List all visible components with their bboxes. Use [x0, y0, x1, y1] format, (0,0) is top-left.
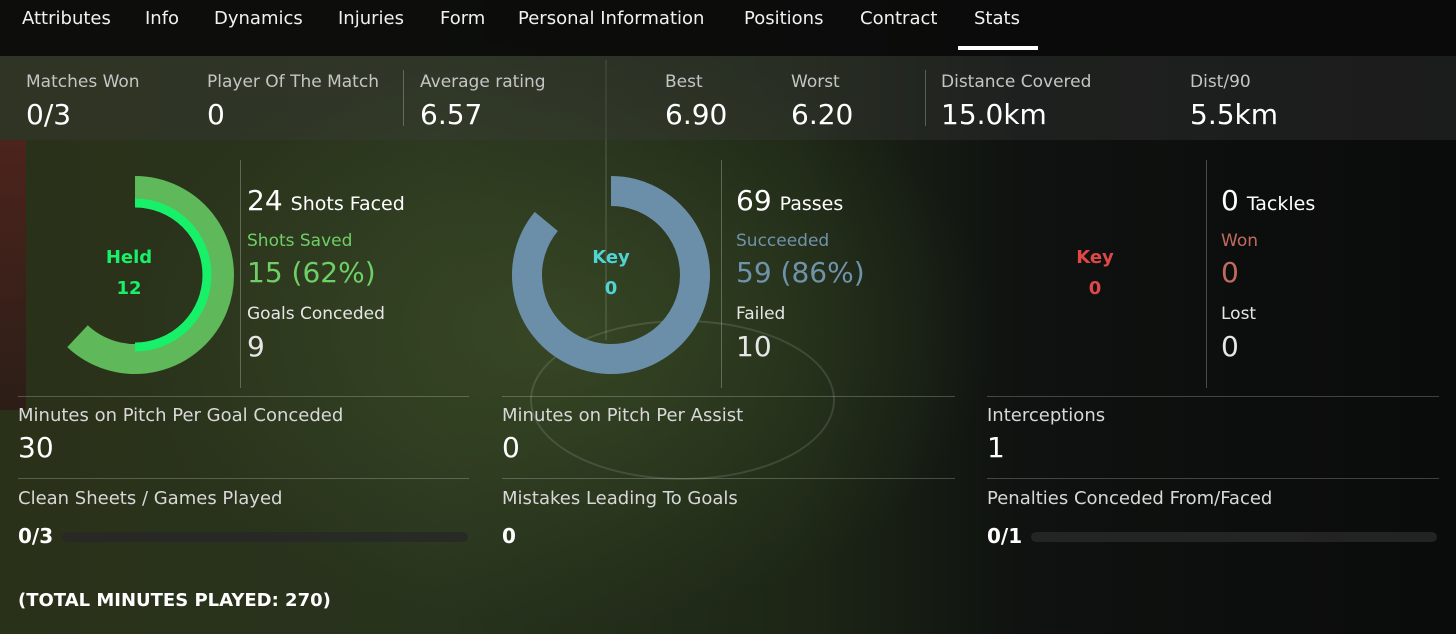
tackles-won-value: 0	[1221, 256, 1239, 289]
penalties-label: Penalties Conceded From/Faced	[987, 488, 1273, 509]
tab-form[interactable]: Form	[440, 8, 486, 29]
shots-faced-label: Shots Faced	[290, 193, 405, 215]
row-divider	[18, 478, 469, 479]
tackles-gauge-label: Key	[1076, 247, 1114, 268]
tab-injuries[interactable]: Injuries	[338, 8, 404, 29]
section-divider	[1206, 160, 1207, 388]
worst-rating-label: Worst	[791, 72, 840, 92]
clean-sheets-bar	[62, 532, 468, 542]
section-divider	[721, 160, 722, 388]
potm-label: Player Of The Match	[207, 72, 379, 92]
shots-faced-header: 24 Shots Faced	[247, 184, 405, 217]
passes-succeeded-label: Succeeded	[736, 231, 830, 251]
tackles-lost-value: 0	[1221, 330, 1239, 363]
passes-gauge-value: 0	[604, 278, 618, 299]
row-divider	[987, 478, 1439, 479]
pitch-line	[605, 60, 607, 340]
summary-divider	[925, 70, 926, 126]
tab-attributes[interactable]: Attributes	[22, 8, 111, 29]
tackles-label: Tackles	[1246, 193, 1316, 215]
passes-failed-value: 10	[736, 330, 772, 363]
dist90-label: Dist/90	[1190, 72, 1251, 92]
passes-count: 69	[736, 184, 772, 217]
passes-header: 69 Passes	[736, 184, 843, 217]
penalties-bar	[1031, 532, 1437, 542]
shots-gauge-value: 12	[116, 278, 142, 299]
clean-sheets-value: 0/3	[18, 524, 54, 548]
best-rating-value: 6.90	[665, 98, 728, 131]
distance-label: Distance Covered	[941, 72, 1092, 92]
avg-rating-label: Average rating	[420, 72, 546, 92]
tackles-gauge-value: 0	[1088, 278, 1102, 299]
row-divider	[18, 396, 469, 397]
passes-label: Passes	[779, 193, 844, 215]
mins-per-goal-value: 30	[18, 431, 54, 464]
mins-per-goal-label: Minutes on Pitch Per Goal Conceded	[18, 405, 344, 426]
avg-rating-value: 6.57	[420, 98, 483, 131]
shots-faced-arc	[67, 176, 234, 374]
tab-info[interactable]: Info	[145, 8, 180, 29]
matches-won-value: 0/3	[26, 98, 72, 131]
shots-faced-count: 24	[247, 184, 283, 217]
matches-won-label: Matches Won	[26, 72, 140, 92]
shots-gauge	[67, 176, 234, 374]
interceptions-value: 1	[987, 431, 1005, 464]
section-divider	[240, 160, 241, 388]
passes-failed-label: Failed	[736, 304, 786, 324]
shots-gauge-label: Held	[105, 247, 153, 268]
active-tab-indicator	[958, 46, 1038, 50]
passes-succeeded-value: 59 (86%)	[736, 256, 865, 289]
mins-per-assist-label: Minutes on Pitch Per Assist	[502, 405, 744, 426]
tab-contract[interactable]: Contract	[860, 8, 938, 29]
shots-saved-value: 15 (62%)	[247, 256, 376, 289]
shots-held-arc	[134, 198, 212, 352]
row-divider	[502, 478, 955, 479]
passes-succeeded-arc	[512, 176, 710, 374]
distance-value: 15.0km	[941, 98, 1047, 131]
total-minutes-played: (TOTAL MINUTES PLAYED: 270)	[18, 590, 331, 611]
summary-bar: Matches Won 0/3 Player Of The Match 0 Av…	[0, 56, 1456, 140]
row-divider	[502, 396, 955, 397]
tab-bar: Attributes Info Dynamics Injuries Form P…	[0, 0, 1456, 56]
summary-divider	[403, 70, 404, 126]
mistakes-value: 0	[502, 524, 516, 548]
potm-value: 0	[207, 98, 225, 131]
worst-rating-value: 6.20	[791, 98, 854, 131]
tab-stats[interactable]: Stats	[974, 8, 1020, 29]
tab-dynamics[interactable]: Dynamics	[214, 8, 303, 29]
tackles-lost-label: Lost	[1221, 304, 1257, 324]
passes-gauge	[512, 176, 710, 374]
tackles-won-label: Won	[1221, 231, 1258, 251]
dist90-value: 5.5km	[1190, 98, 1279, 131]
tackles-header: 0 Tackles	[1221, 184, 1315, 217]
penalties-value: 0/1	[987, 524, 1023, 548]
clean-sheets-label: Clean Sheets / Games Played	[18, 488, 283, 509]
goals-conceded-value: 9	[247, 330, 265, 363]
background-stand	[0, 140, 26, 410]
row-divider	[987, 396, 1439, 397]
interceptions-label: Interceptions	[987, 405, 1106, 426]
mins-per-assist-value: 0	[502, 431, 520, 464]
best-rating-label: Best	[665, 72, 703, 92]
tab-personal-information[interactable]: Personal Information	[518, 8, 705, 29]
goals-conceded-label: Goals Conceded	[247, 304, 385, 324]
tab-positions[interactable]: Positions	[744, 8, 824, 29]
tackles-count: 0	[1221, 184, 1239, 217]
passes-gauge-label: Key	[592, 247, 630, 268]
shots-saved-label: Shots Saved	[247, 231, 353, 251]
mistakes-label: Mistakes Leading To Goals	[502, 488, 738, 509]
